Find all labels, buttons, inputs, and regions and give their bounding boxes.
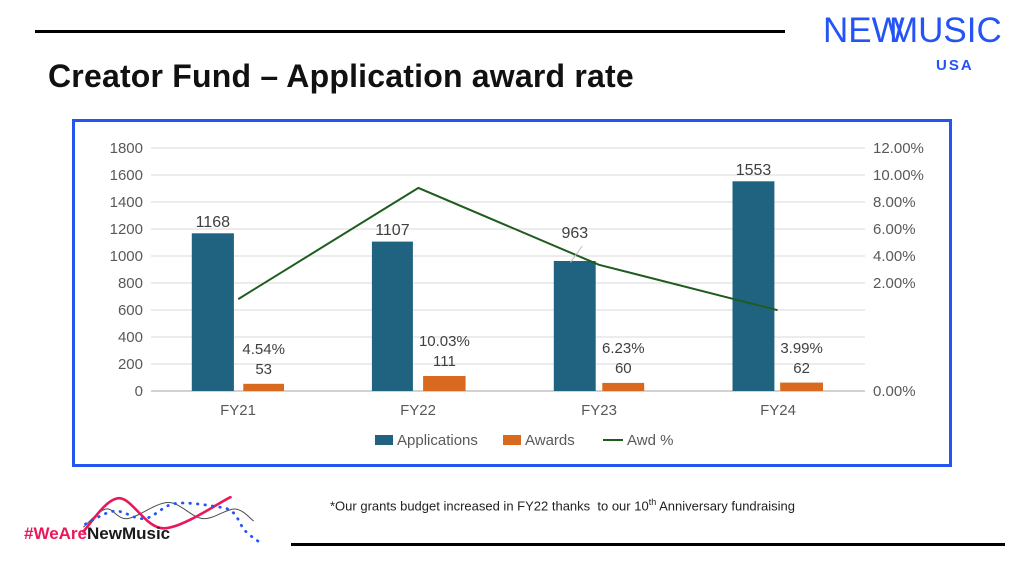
svg-text:Applications: Applications <box>397 432 478 449</box>
svg-text:FY22: FY22 <box>400 402 436 419</box>
svg-text:6.23%: 6.23% <box>602 340 645 357</box>
svg-text:2.00%: 2.00% <box>873 275 916 292</box>
svg-text:0.00%: 0.00% <box>873 383 916 400</box>
svg-text:4.00%: 4.00% <box>873 248 916 265</box>
svg-text:FY21: FY21 <box>220 402 256 419</box>
svg-text:FY24: FY24 <box>760 402 796 419</box>
svg-text:Awd %: Awd % <box>627 432 673 449</box>
svg-text:400: 400 <box>118 329 143 346</box>
svg-text:10.03%: 10.03% <box>419 333 470 350</box>
svg-text:800: 800 <box>118 275 143 292</box>
svg-text:6.00%: 6.00% <box>873 221 916 238</box>
svg-text:4.54%: 4.54% <box>242 341 285 358</box>
svg-text:200: 200 <box>118 356 143 373</box>
svg-text:111: 111 <box>433 353 456 370</box>
svg-text:12.00%: 12.00% <box>873 140 924 157</box>
svg-text:Awards: Awards <box>525 432 575 449</box>
svg-text:1200: 1200 <box>110 221 143 238</box>
svg-text:1168: 1168 <box>196 214 231 231</box>
svg-text:1600: 1600 <box>110 167 143 184</box>
svg-text:10.00%: 10.00% <box>873 167 924 184</box>
svg-text:60: 60 <box>615 360 632 377</box>
svg-text:600: 600 <box>118 302 143 319</box>
svg-text:3.99%: 3.99% <box>780 340 823 357</box>
svg-text:1000: 1000 <box>110 248 143 265</box>
svg-text:1800: 1800 <box>110 140 143 157</box>
svg-text:62: 62 <box>793 360 810 377</box>
svg-text:1107: 1107 <box>375 222 410 239</box>
svg-text:963: 963 <box>561 225 588 242</box>
svg-text:FY23: FY23 <box>581 402 617 419</box>
svg-text:8.00%: 8.00% <box>873 194 916 211</box>
svg-text:1553: 1553 <box>736 162 772 179</box>
svg-text:1400: 1400 <box>110 194 143 211</box>
svg-text:0: 0 <box>135 383 143 400</box>
svg-text:53: 53 <box>255 361 272 378</box>
